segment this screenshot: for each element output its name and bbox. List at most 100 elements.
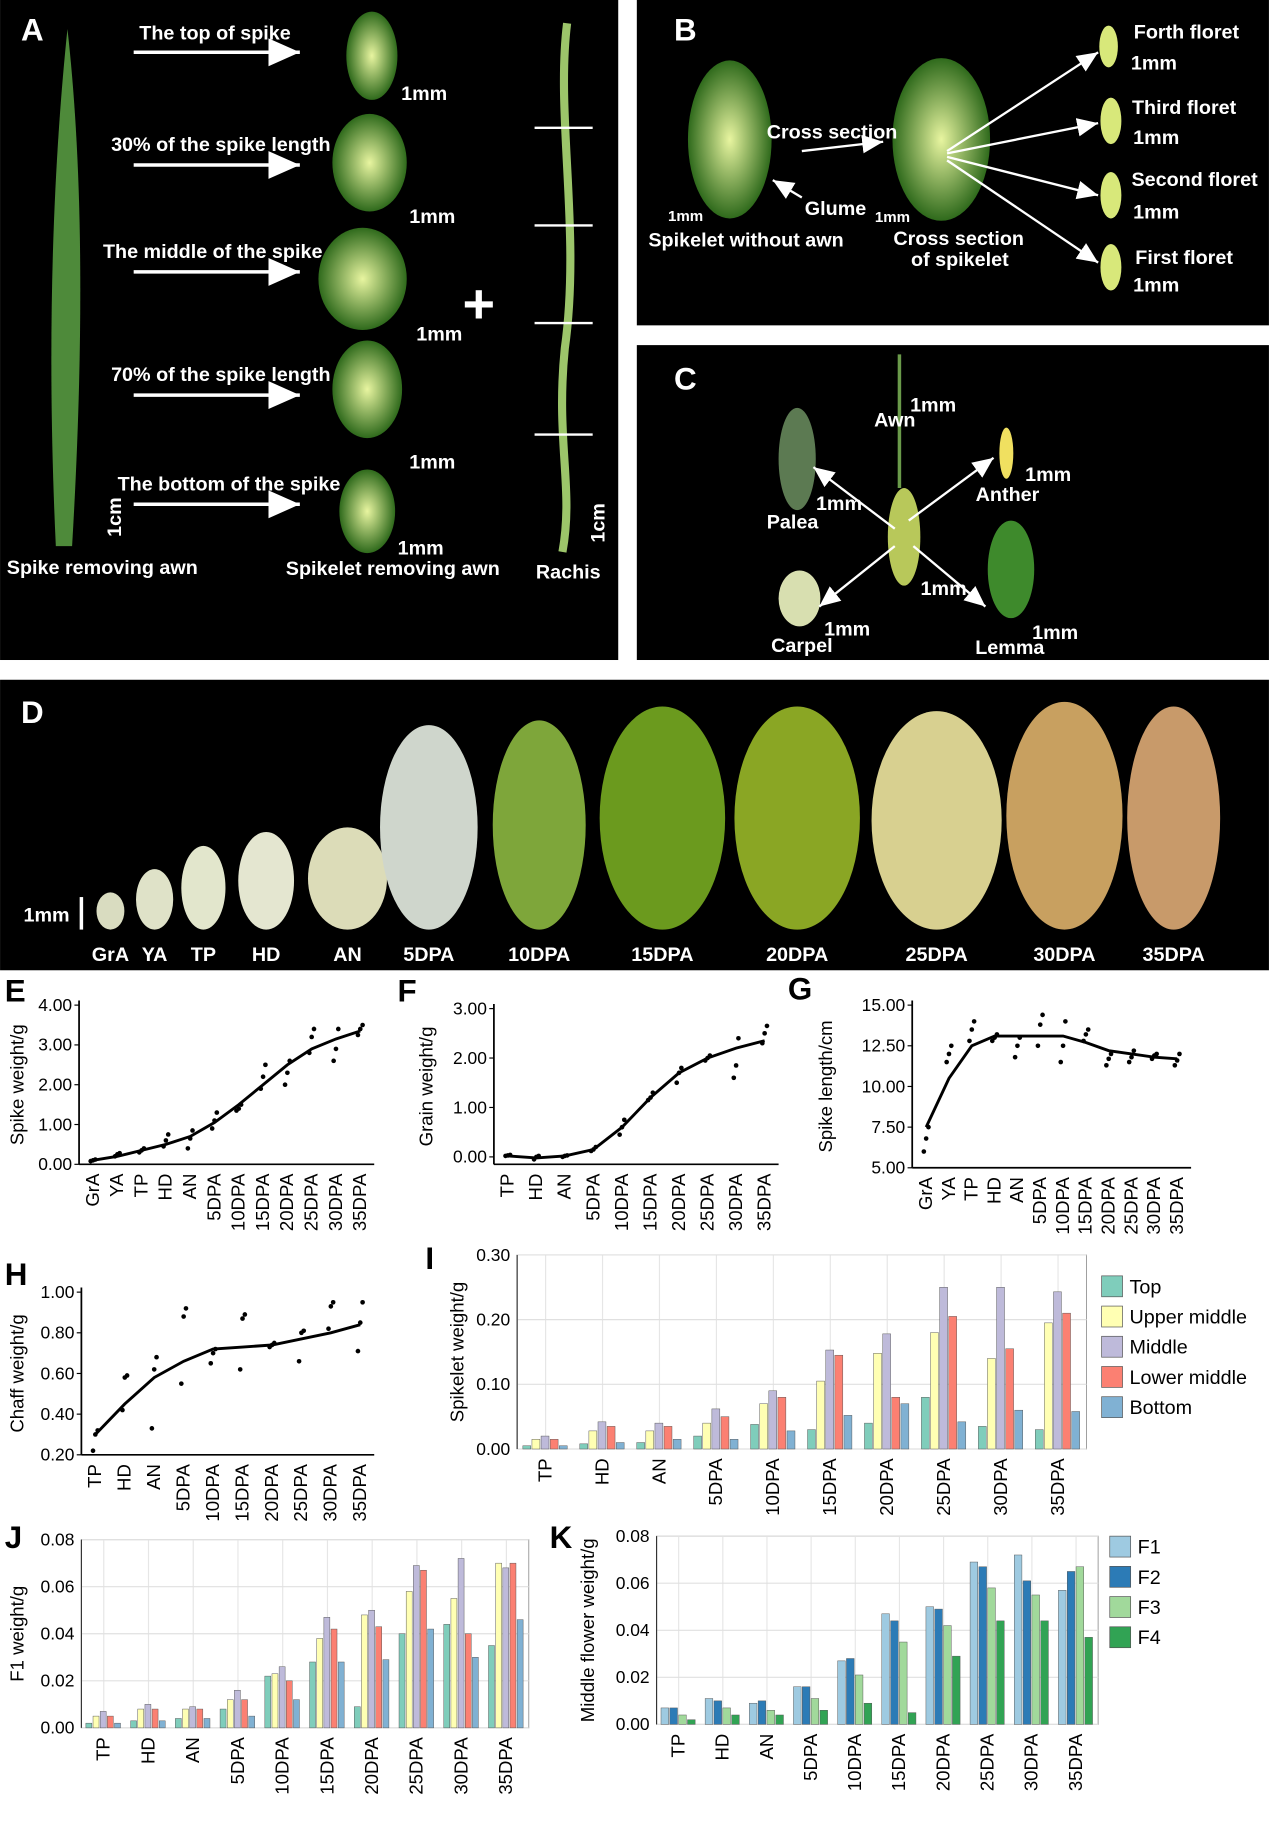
x-tick-label: 30DPA [1143,1176,1164,1234]
panel-text: Awn [874,409,915,431]
replicate-point [969,1027,975,1032]
scale-text: 1mm [416,323,462,345]
replicate-point [1015,1043,1020,1049]
bar [559,1445,568,1450]
y-tick-label: 5.00 [871,1158,905,1178]
panel-text: The bottom of the spike [118,473,341,495]
y-tick-label: 0.10 [476,1374,510,1394]
replicate-point [674,1080,680,1086]
grain [734,706,860,930]
bar [234,1689,241,1729]
bar [713,1700,722,1725]
stage-label: 5DPA [403,944,454,966]
replicate-point [764,1023,770,1029]
bar [549,1439,559,1450]
stage-label: 10DPA [508,944,570,966]
bar [925,1606,934,1725]
replicate-point [331,1058,336,1064]
replicate-point [124,1373,130,1378]
bar [1044,1322,1053,1450]
legend-label: Bottom [1130,1397,1193,1419]
bar [702,1422,711,1450]
x-tick-label: 25DPA [300,1173,321,1231]
cross-section [892,58,991,221]
panel-text: Anther [976,484,1040,506]
panel-text: The middle of the spike [103,241,322,263]
x-tick-label: AN [182,1737,203,1763]
x-tick-label: AN [1006,1177,1027,1203]
replicate-point [282,1082,288,1088]
bar [768,1390,777,1450]
scale-text: 1mm [401,83,447,105]
replicate-point [621,1117,627,1123]
replicate-point [237,1367,243,1372]
replicate-point [330,1299,336,1305]
y-tick-label: 3.00 [38,1035,72,1055]
bar [1035,1429,1044,1450]
bar [472,1657,479,1729]
x-tick-label: TP [93,1737,114,1761]
scale-text: 1mm [1133,127,1179,149]
scale-text: 1mm [1133,201,1179,223]
bar [750,1424,759,1450]
bar [189,1706,196,1729]
grain [1127,706,1221,930]
stage-label: 15DPA [631,944,693,966]
bar [465,1633,472,1729]
bar [99,1711,107,1729]
bar [330,1628,338,1729]
x-tick-label: 30DPA [725,1173,746,1231]
x-tick-label: 10DPA [1052,1176,1073,1234]
x-tick-label: 5DPA [172,1464,193,1512]
scale-text: 1mm [409,451,455,473]
legend-swatch [1109,1596,1132,1618]
panel-label: H [5,1257,28,1292]
panel-label: K [550,1520,573,1555]
bar [1031,1594,1040,1725]
replicate-point [307,1050,312,1056]
replicate-point [285,1070,290,1076]
x-tick-label: 20DPA [361,1737,382,1795]
bar [669,1707,678,1725]
replicate-point [287,1058,293,1064]
y-axis-title: Spike weight/g [6,1024,27,1145]
x-tick-label: 15DPA [252,1173,273,1231]
scale-text: 1mm [921,578,967,600]
bar [969,1561,978,1725]
x-tick-label: 25DPA [977,1733,998,1791]
scale-text: 1mm [398,537,444,559]
bar [1014,1409,1023,1450]
bar [978,1426,987,1450]
x-tick-label: 30DPA [450,1737,471,1795]
replicate-point [679,1065,684,1071]
y-axis-title: F1 weight/g [6,1586,27,1682]
bar [606,1426,616,1450]
legend-swatch [1109,1535,1132,1558]
replicate-point [707,1053,713,1058]
bar [1014,1554,1023,1725]
bar [457,1558,465,1729]
bar [443,1624,450,1729]
replicate-point [593,1144,599,1150]
bar [615,1442,625,1450]
bar [597,1421,607,1450]
spike [51,29,81,547]
replicate-point [149,1426,155,1431]
y-tick-label: 0.00 [476,1439,510,1459]
bar [1071,1411,1080,1450]
panel-label: D [21,695,44,730]
bar [92,1715,100,1729]
x-tick-label: TP [961,1177,982,1201]
replicate-point [731,1075,737,1081]
bar [427,1628,434,1729]
x-tick-label: GrA [915,1176,936,1210]
x-tick-label: TP [130,1174,151,1198]
replicate-point [163,1138,169,1143]
y-tick-label: 0.02 [41,1671,75,1691]
bar [996,1287,1005,1450]
bar [987,1358,996,1450]
scale-text: 1mm [1025,464,1071,486]
replicate-point [992,1035,997,1040]
replicate-point [165,1132,171,1137]
scale-text: 1mm [1032,622,1078,644]
